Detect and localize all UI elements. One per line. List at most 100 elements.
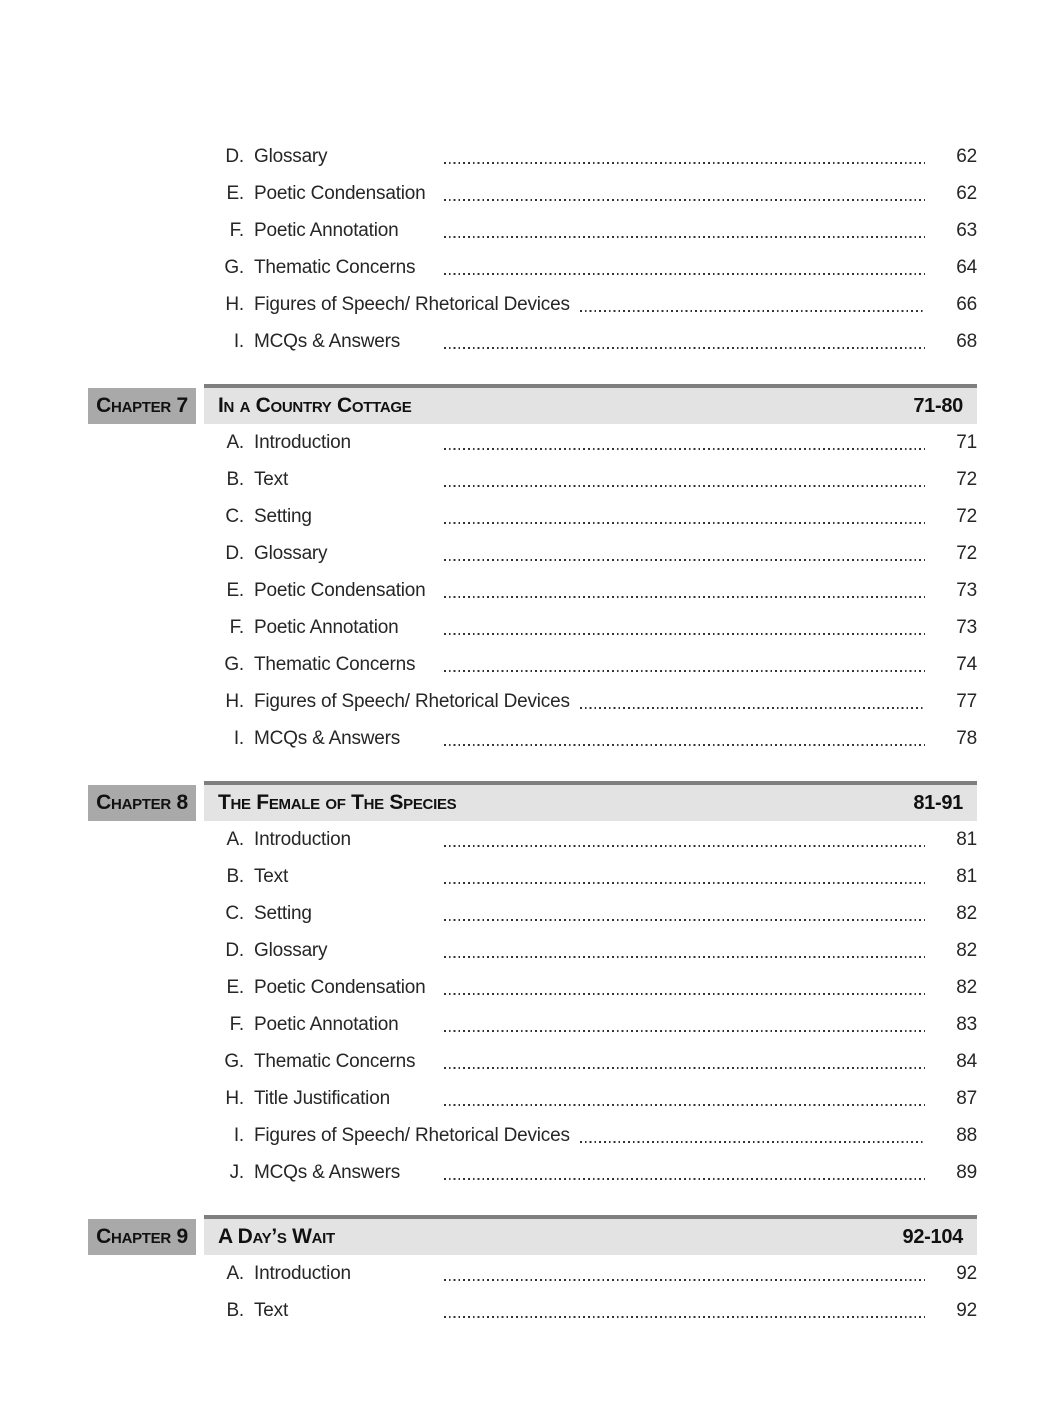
entry-title: Poetic Annotation: [254, 220, 399, 241]
toc-entry-row: F. Poetic Annotation 83: [210, 1006, 978, 1043]
dotted-leader: [444, 844, 925, 847]
entry-letter: E.: [226, 977, 244, 998]
toc-entry-row: E. Poetic Condensation 62: [210, 175, 977, 212]
toc-entry-row: B. Text 92: [210, 1292, 977, 1329]
dotted-leader: [444, 1066, 925, 1069]
toc-entry-list: A. Introduction 71 B. Text 72 C. Setting: [88, 424, 977, 757]
entry-page-number: 72: [956, 469, 977, 490]
entry-title: Glossary: [254, 543, 328, 564]
toc-page: D. Glossary 62 E. Poetic Condensation 62…: [88, 138, 977, 1329]
chapter-title: The Female of The Species: [218, 791, 457, 814]
toc-section-continued: D. Glossary 62 E. Poetic Condensation 62…: [88, 138, 977, 360]
toc-entry-row: D. Glossary 62: [210, 138, 977, 175]
toc-entry-list: A. Introduction 92 B. Text 92: [88, 1255, 977, 1329]
entry-letter: F.: [229, 220, 245, 241]
entry-title: Text: [254, 866, 289, 887]
entry-title: Poetic Condensation: [254, 580, 426, 601]
entry-letter: G.: [224, 1051, 244, 1072]
entry-letter: A.: [226, 432, 244, 453]
entry-letter: H.: [225, 294, 244, 315]
entry-page-number: 74: [956, 654, 977, 675]
entry-title: Thematic Concerns: [254, 654, 416, 675]
entry-letter: I.: [233, 1125, 244, 1146]
entry-page-number: 78: [956, 728, 977, 749]
entry-title: Setting: [254, 903, 312, 924]
toc-entry-row: C. Setting 72: [210, 498, 977, 535]
entry-letter: B.: [226, 866, 244, 887]
entry-title: MCQs & Answers: [254, 728, 401, 749]
dotted-leader: [444, 881, 925, 884]
entry-page-number: 71: [956, 432, 977, 453]
toc-entry-row: I. MCQs & Answers 78: [210, 720, 977, 757]
dotted-leader: [444, 918, 925, 921]
entry-letter: B.: [226, 1300, 244, 1321]
dotted-leader: [444, 558, 925, 561]
toc-entry-list: D. Glossary 62 E. Poetic Condensation 62…: [88, 138, 977, 360]
entry-title: Text: [254, 1300, 289, 1321]
dotted-leader: [444, 1177, 925, 1180]
entry-title: Figures of Speech/ Rhetorical Devices: [254, 691, 570, 712]
toc-entry-row: H. Figures of Speech/ Rhetorical Devices…: [210, 683, 977, 720]
entry-page-number: 73: [956, 580, 977, 601]
dotted-leader: [444, 595, 925, 598]
entry-page-number: 72: [956, 543, 977, 564]
entry-letter: C.: [225, 506, 244, 527]
entry-page-number: 84: [956, 1051, 977, 1072]
chapter-title-band: In a Country Cottage 71-80: [204, 384, 977, 424]
entry-title: Introduction: [254, 829, 351, 850]
entry-page-number: 62: [956, 146, 977, 167]
entry-letter: D.: [225, 543, 244, 564]
dotted-leader: [444, 955, 925, 958]
toc-entry-row: B. Text 81: [210, 858, 977, 895]
entry-letter: E.: [226, 183, 244, 204]
toc-entry-row: A. Introduction 92: [210, 1255, 977, 1292]
toc-entry-row: H. Title Justification 87: [210, 1080, 977, 1117]
entry-page-number: 83: [956, 1014, 977, 1035]
entry-page-number: 73: [956, 617, 977, 638]
chapter-header-bar: Chapter 9 A Day’s Wait 92-104: [88, 1215, 977, 1255]
entry-title: Thematic Concerns: [254, 1051, 416, 1072]
toc-entry-list: A. Introduction 81 B. Text 81 C. Setting: [88, 821, 977, 1191]
entry-title: Title Justification: [254, 1088, 390, 1109]
entry-title: Text: [254, 469, 289, 490]
entry-page-number: 82: [956, 903, 977, 924]
dotted-leader: [444, 992, 925, 995]
toc-entry-row: G. Thematic Concerns 64: [210, 249, 977, 286]
entry-page-number: 63: [956, 220, 977, 241]
toc-entry-row: J. MCQs & Answers 89: [210, 1154, 978, 1191]
entry-letter: G.: [224, 257, 244, 278]
toc-section-chapter-8: Chapter 8 The Female of The Species 81-9…: [88, 781, 977, 1191]
entry-letter: G.: [224, 654, 244, 675]
entry-letter: D.: [225, 940, 244, 961]
dotted-leader: [444, 521, 925, 524]
entry-page-number: 92: [956, 1263, 977, 1284]
entry-page-number: 88: [956, 1125, 977, 1146]
toc-section-chapter-7: Chapter 7 In a Country Cottage 71-80 A. …: [88, 384, 977, 757]
entry-page-number: 89: [956, 1162, 977, 1183]
entry-title: MCQs & Answers: [254, 1162, 401, 1183]
toc-entry-row: F. Poetic Annotation 63: [210, 212, 978, 249]
chapter-title-band: The Female of The Species 81-91: [204, 781, 977, 821]
toc-section-chapter-9: Chapter 9 A Day’s Wait 92-104 A. Introdu…: [88, 1215, 977, 1329]
dotted-leader: [444, 1278, 925, 1281]
entry-title: MCQs & Answers: [254, 331, 401, 352]
entry-title: Poetic Condensation: [254, 977, 426, 998]
entry-letter: D.: [225, 146, 244, 167]
dotted-leader: [579, 1140, 925, 1143]
dotted-leader: [444, 198, 925, 201]
entry-page-number: 66: [956, 294, 977, 315]
entry-page-number: 68: [956, 331, 977, 352]
chapter-number-label: Chapter 7: [88, 388, 196, 424]
entry-letter: J.: [229, 1162, 245, 1183]
chapter-title-band: A Day’s Wait 92-104: [204, 1215, 977, 1255]
entry-letter: E.: [226, 580, 244, 601]
dotted-leader: [444, 272, 925, 275]
toc-entry-row: D. Glossary 72: [210, 535, 977, 572]
entry-letter: B.: [226, 469, 244, 490]
entry-title: Glossary: [254, 940, 328, 961]
chapter-page-range: 71-80: [913, 394, 963, 417]
entry-title: Setting: [254, 506, 312, 527]
dotted-leader: [579, 706, 925, 709]
dotted-leader: [444, 447, 925, 450]
toc-entry-row: I. MCQs & Answers 68: [210, 323, 977, 360]
